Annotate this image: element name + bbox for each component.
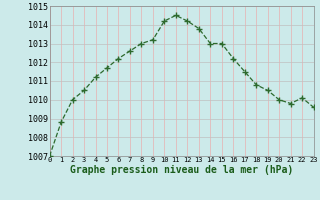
X-axis label: Graphe pression niveau de la mer (hPa): Graphe pression niveau de la mer (hPa)	[70, 165, 293, 175]
